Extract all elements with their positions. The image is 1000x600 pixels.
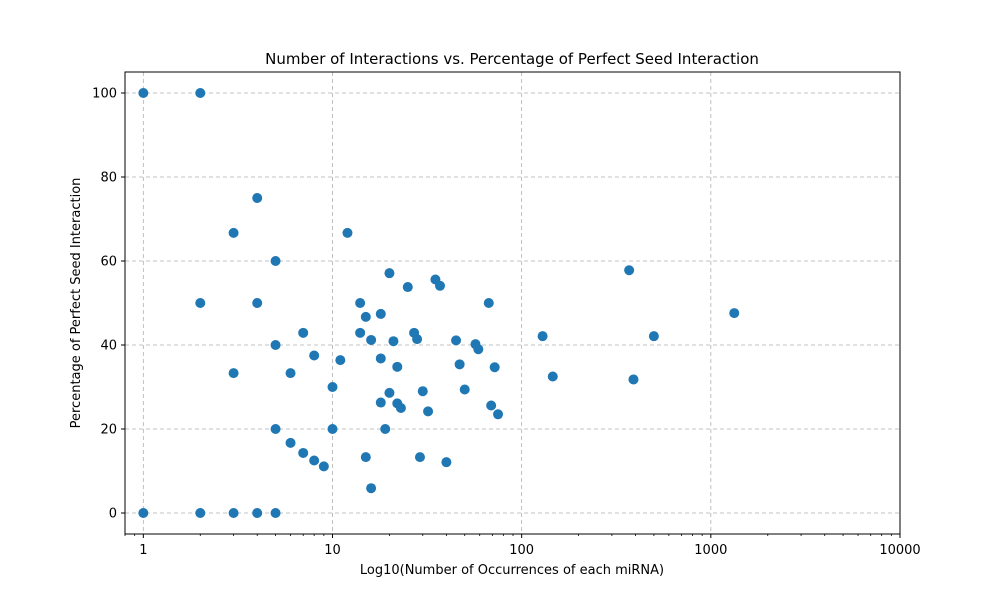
data-point <box>388 336 399 347</box>
y-axis-title: Percentage of Perfect Seed Interaction <box>69 178 84 429</box>
y-tick-label: 60 <box>100 255 117 270</box>
data-point <box>412 334 423 345</box>
y-tick-label: 0 <box>109 507 117 522</box>
data-point <box>402 282 413 293</box>
data-point <box>473 344 484 355</box>
data-point <box>395 403 406 413</box>
x-tick-label: 10000 <box>879 543 920 558</box>
data-point <box>451 335 462 346</box>
plot-frame <box>124 71 901 535</box>
data-point <box>285 437 296 448</box>
data-point <box>624 265 635 276</box>
data-point <box>459 384 470 395</box>
data-point <box>195 508 206 518</box>
y-tick-label: 20 <box>100 423 117 438</box>
data-point <box>252 193 263 203</box>
chart-title: Number of Interactions vs. Percentage of… <box>265 50 759 68</box>
data-point <box>270 256 281 266</box>
data-point <box>342 227 353 238</box>
data-point <box>318 461 329 472</box>
data-point <box>375 308 386 319</box>
data-point <box>355 298 366 308</box>
data-point <box>489 362 500 373</box>
data-point <box>384 387 395 398</box>
data-point <box>195 298 206 308</box>
data-point <box>414 452 425 463</box>
data-point <box>648 331 659 342</box>
data-point <box>327 382 338 392</box>
data-point <box>228 368 239 379</box>
data-point <box>270 508 281 518</box>
data-point <box>547 371 558 382</box>
data-point <box>228 227 239 238</box>
data-point <box>366 483 377 494</box>
data-point <box>195 88 206 98</box>
data-point <box>298 447 309 458</box>
data-point <box>486 400 497 411</box>
x-tick-label: 100 <box>509 543 534 558</box>
data-point <box>335 355 346 366</box>
data-point <box>360 452 371 463</box>
data-point <box>434 280 445 291</box>
data-point <box>252 508 263 518</box>
data-point <box>380 424 391 434</box>
x-tick-label: 1 <box>139 543 147 558</box>
data-point <box>285 368 296 379</box>
data-point <box>298 327 309 338</box>
data-point <box>355 327 366 338</box>
y-tick-label: 40 <box>100 339 117 354</box>
data-point <box>138 88 149 98</box>
data-point <box>729 308 740 319</box>
x-axis-title: Log10(Number of Occurrences of each miRN… <box>360 563 664 578</box>
data-point <box>375 397 386 408</box>
data-point <box>454 359 465 370</box>
y-tick-label: 80 <box>100 171 117 186</box>
data-point <box>228 508 239 518</box>
y-axis-ticks: 0 20 40 60 80 100 <box>92 87 125 522</box>
data-points <box>138 88 740 518</box>
data-point <box>360 311 371 322</box>
data-point <box>628 374 639 385</box>
data-point <box>270 424 281 434</box>
data-point <box>309 455 320 466</box>
x-tick-label: 10 <box>324 543 341 558</box>
data-point <box>270 340 281 350</box>
data-point <box>423 406 434 417</box>
data-point <box>537 331 548 342</box>
data-point <box>417 386 428 397</box>
data-point <box>483 298 494 308</box>
y-tick-label: 100 <box>92 87 117 102</box>
data-point <box>138 508 149 518</box>
x-tick-label: 1000 <box>694 543 727 558</box>
data-point <box>392 361 403 372</box>
data-point <box>375 353 386 364</box>
data-point <box>366 334 377 345</box>
data-point <box>309 350 320 361</box>
data-point <box>252 298 263 308</box>
data-point <box>327 424 338 434</box>
data-point <box>493 409 504 420</box>
data-point <box>441 457 452 468</box>
x-axis-ticks: 1 10 100 1000 10000 <box>124 534 921 558</box>
data-point <box>384 268 395 279</box>
